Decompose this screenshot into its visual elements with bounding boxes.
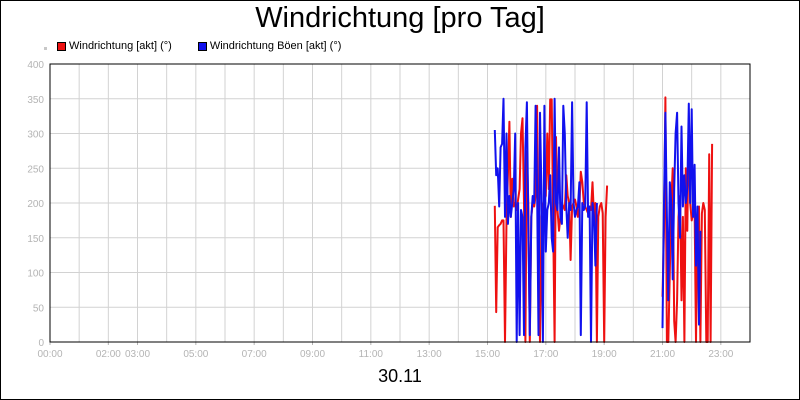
x-tick-label: 19:00 [592, 349, 617, 360]
x-tick-label: 00:00 [37, 349, 62, 360]
y-tick-label: 350 [27, 95, 44, 106]
legend-item-wind-direction: Windrichtung [akt] (°) [57, 40, 172, 52]
x-tick-label: 02:00 [96, 349, 121, 360]
x-tick-label: 11:00 [359, 349, 384, 360]
series-line-gust-direction [661, 102, 702, 329]
y-tick-label: 0 [38, 338, 44, 349]
y-tick-label: 150 [27, 234, 44, 245]
x-tick-label: 21:00 [650, 349, 675, 360]
plot-border [49, 63, 751, 343]
y-tick-label: 100 [27, 269, 44, 280]
x-tick-label: 23:00 [708, 349, 733, 360]
y-tick-label: 200 [27, 199, 44, 210]
y-tick-label: 250 [27, 164, 44, 175]
legend-swatch-red [57, 41, 66, 51]
legend-item-gust-direction: Windrichtung Böen [akt] (°) [197, 40, 342, 52]
x-axis-date-label: 30.11 [378, 366, 422, 386]
legend-label-wind-direction: Windrichtung [akt] (°) [69, 40, 172, 52]
legend-swatch-blue [197, 41, 207, 51]
legend-marker-icon [44, 46, 47, 50]
x-tick-label: 15:00 [475, 349, 500, 360]
series-line-gust-direction [493, 97, 598, 343]
x-tick-label: 13:00 [417, 349, 442, 360]
y-tick-label: 400 [27, 60, 44, 71]
legend-label-gust-direction: Windrichtung Böen [akt] (°) [209, 40, 342, 52]
x-tick-label: 09:00 [300, 349, 325, 360]
x-tick-label: 17:00 [533, 349, 558, 360]
x-tick-label: 05:00 [183, 349, 208, 360]
chart-title: Windrichtung [pro Tag] [255, 2, 545, 34]
chart-legend: Windrichtung [akt] (°) Windrichtung Böen… [44, 39, 367, 53]
y-tick-label: 300 [27, 130, 44, 141]
x-tick-label: 03:00 [125, 349, 150, 360]
x-tick-label: 07:00 [242, 349, 267, 360]
y-tick-label: 50 [33, 303, 45, 314]
